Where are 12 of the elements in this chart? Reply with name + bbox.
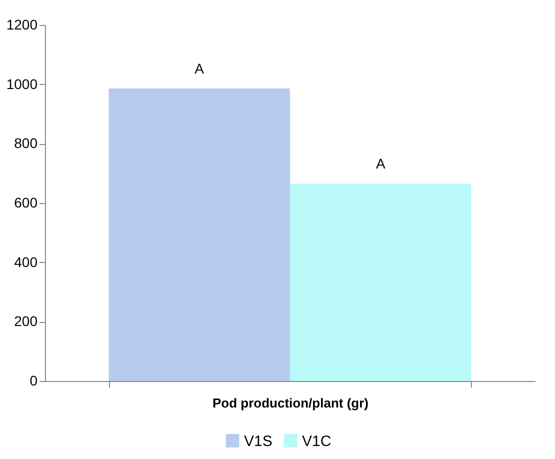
y-tick-label: 1000 xyxy=(6,76,38,92)
y-tick-label: 800 xyxy=(14,135,38,152)
y-tick-label: 600 xyxy=(14,194,38,210)
x-tick-label: Pod production/plant (gr) xyxy=(212,396,368,410)
y-tick-label: 200 xyxy=(14,313,38,330)
y-tick-label: 1200 xyxy=(6,16,38,32)
data-label: A xyxy=(376,156,386,172)
y-tick-label: 400 xyxy=(14,254,38,270)
legend-label: V1S xyxy=(244,432,272,450)
y-tick-label: 0 xyxy=(30,372,38,388)
legend-label: V1C xyxy=(302,432,332,450)
data-label: A xyxy=(194,60,205,76)
